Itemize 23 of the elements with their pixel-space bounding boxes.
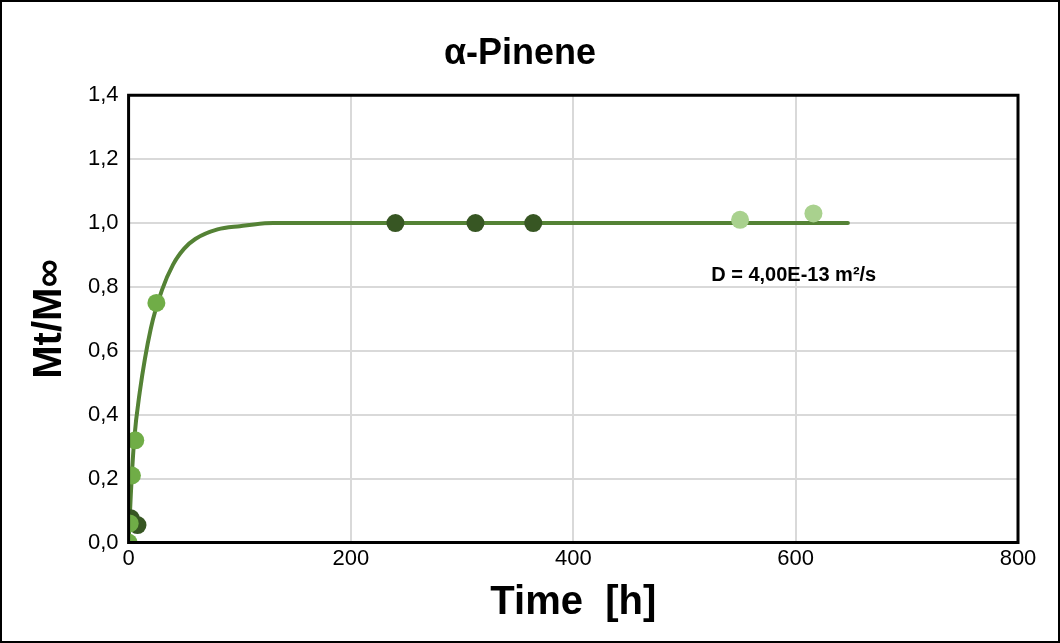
x-tick-label: 200 xyxy=(332,544,370,570)
y-tick-label: 1,2 xyxy=(87,145,119,171)
y-tick-label: 0,0 xyxy=(87,528,119,554)
point xyxy=(128,431,145,450)
point xyxy=(386,214,405,233)
y-tick-label: 0,2 xyxy=(87,464,119,490)
y-tick-label: 1,4 xyxy=(87,81,119,107)
point xyxy=(466,214,485,233)
point xyxy=(524,214,543,233)
y-tick-label: 0,6 xyxy=(87,336,119,362)
chart-title: α-Pinene xyxy=(443,30,597,72)
x-tick-label: 600 xyxy=(777,544,815,570)
y-axis-title: Mt/M∞ xyxy=(25,259,70,379)
y-tick-label: 0,8 xyxy=(87,273,119,299)
y-tick-label: 1,0 xyxy=(87,209,119,235)
point xyxy=(731,210,750,229)
x-tick-label: 0 xyxy=(122,544,135,570)
x-tick-label: 800 xyxy=(999,544,1037,570)
y-tick-label: 0,4 xyxy=(87,400,119,426)
x-axis-title: Time [h] xyxy=(490,578,657,623)
annotation: D = 4,00E-13 m²/s xyxy=(711,262,877,285)
x-tick-label: 400 xyxy=(554,544,592,570)
point xyxy=(804,204,823,223)
